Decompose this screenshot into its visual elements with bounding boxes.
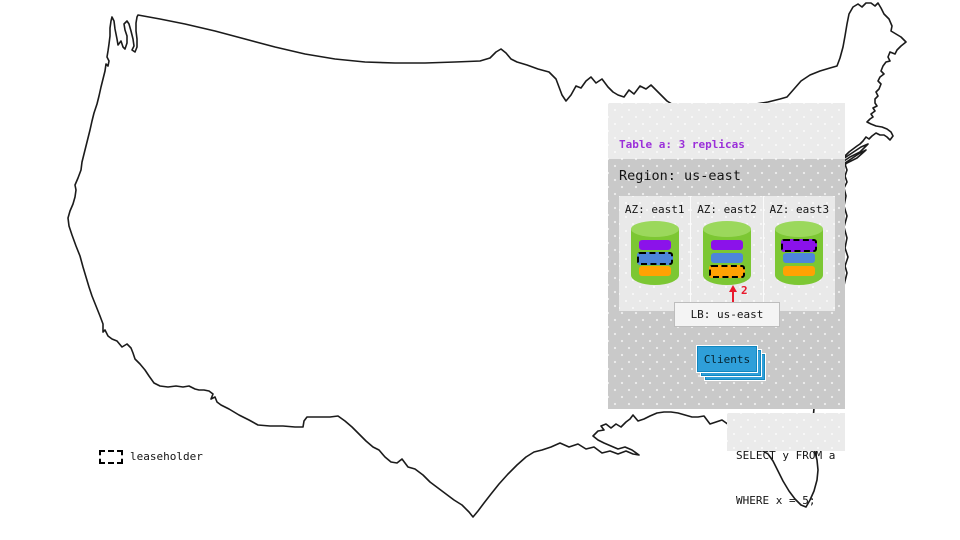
az-box-east1: AZ: east1 xyxy=(619,196,691,311)
database-cylinder-icon xyxy=(630,221,679,285)
az-row: AZ: east1 AZ: east2 xyxy=(619,196,835,311)
leaseholder-label: leaseholder xyxy=(130,450,203,463)
sql-line-1: SELECT y FROM a xyxy=(736,449,836,462)
replica-bar-table-a xyxy=(710,240,743,250)
legend-item-table-a: Table a: 3 replicas xyxy=(619,138,745,151)
replica-bar-index-a xyxy=(710,253,743,263)
az-label-east1: AZ: east1 xyxy=(624,203,685,216)
replica-bar-table-a-leaseholder xyxy=(781,239,818,252)
sql-query-box: SELECT y FROM a WHERE x = 5; xyxy=(727,413,845,507)
long-island-outline xyxy=(842,143,869,162)
region-title: Region: us-east xyxy=(619,168,741,184)
sql-line-2: WHERE x = 5; xyxy=(736,494,816,507)
leaseholder-swatch-icon xyxy=(99,449,123,464)
clients-stack: Clients xyxy=(697,346,767,382)
replica-bar-table-b-leaseholder xyxy=(708,265,745,278)
arrow-up-icon xyxy=(729,285,737,302)
replica-bar-table-a xyxy=(638,240,671,250)
database-cylinder-icon xyxy=(702,221,751,285)
replica-bar-index-a-leaseholder xyxy=(636,252,673,265)
database-cylinder-icon xyxy=(775,221,824,285)
arrow-line xyxy=(732,290,734,302)
cylinder-top xyxy=(775,221,824,237)
replica-bar-index-a xyxy=(783,253,816,263)
replica-legend-panel: Table a: 3 replicas Index a: 3 replicas … xyxy=(608,103,845,235)
clients-box: Clients xyxy=(697,346,757,372)
leaseholder-legend: leaseholder xyxy=(99,449,203,464)
replica-bar-table-b xyxy=(638,266,671,276)
az-box-east3: AZ: east3 xyxy=(763,196,835,311)
region-panel: Region: us-east AZ: east1 AZ: east2 xyxy=(608,159,845,409)
replica-bar-table-b xyxy=(783,266,816,276)
az-box-east2: AZ: east2 xyxy=(691,196,763,311)
cylinder-top xyxy=(702,221,751,237)
cylinder-top xyxy=(630,221,679,237)
az-label-east3: AZ: east3 xyxy=(769,203,830,216)
load-balancer-box: LB: us-east xyxy=(674,302,780,327)
az-label-east2: AZ: east2 xyxy=(697,203,757,216)
hop-count-label: 2 xyxy=(741,284,748,297)
arrow-head xyxy=(729,285,737,292)
